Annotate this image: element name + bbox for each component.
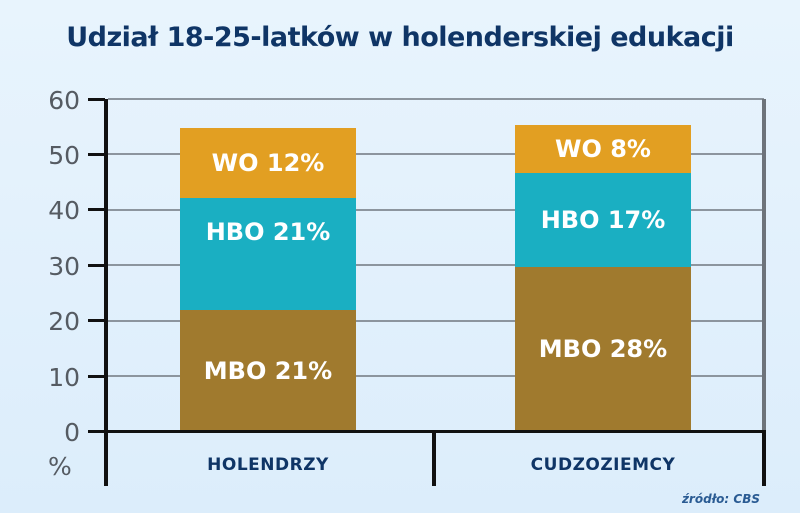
ytick-label-30: 30 [48,252,80,281]
segment-label-mbo: MBO 28% [538,335,668,363]
segment-mbo: MBO 21% [180,310,356,431]
bar-cudzoziemcy: WO 8% HBO 17% MBO 28% [515,125,691,431]
source-note: źródło: CBS [681,492,760,506]
right-axis-extension [762,431,766,486]
ytick-mark-40 [88,208,105,211]
segment-wo: WO 8% [515,125,691,173]
ytick-label-40: 40 [48,196,80,225]
right-frame-line [762,99,766,431]
gridline-20 [108,320,764,322]
y-axis-line [104,99,108,486]
gridline-30 [108,264,764,266]
ytick-mark-0 [88,430,105,433]
category-label-holendrzy: HOLENDRZY [207,455,329,475]
ytick-mark-50 [88,153,105,156]
ytick-label-20: 20 [48,307,80,336]
gridline-40 [108,209,764,211]
y-axis-unit-label: % [48,452,72,481]
chart-title: Udział 18-25-latków w holenderskiej eduk… [66,22,734,53]
segment-label-wo: WO 8% [555,135,651,163]
segment-hbo: HBO 17% [515,173,691,267]
ytick-mark-60 [88,98,105,101]
category-label-cudzoziemcy: CUDZOZIEMCY [530,455,676,475]
ytick-mark-20 [88,319,105,322]
category-divider [432,431,436,486]
segment-label-wo: WO 12% [211,149,325,177]
segment-label-hbo: HBO 21% [205,218,331,246]
ytick-label-0: 0 [64,418,80,447]
gridline-60 [108,98,764,100]
segment-hbo: HBO 21% [180,198,356,310]
gridline-10 [108,375,764,377]
ytick-mark-30 [88,264,105,267]
segment-label-mbo: MBO 21% [203,356,333,385]
ytick-label-60: 60 [48,86,80,115]
ytick-label-50: 50 [48,141,80,170]
ytick-mark-10 [88,375,105,378]
segment-label-hbo: HBO 17% [540,206,666,234]
bar-holendrzy: WO 12% HBO 21% MBO 21% [180,128,356,431]
segment-wo: WO 12% [180,128,356,198]
gridline-50 [108,153,764,155]
ytick-label-10: 10 [48,363,80,392]
segment-mbo: MBO 28% [515,267,691,431]
